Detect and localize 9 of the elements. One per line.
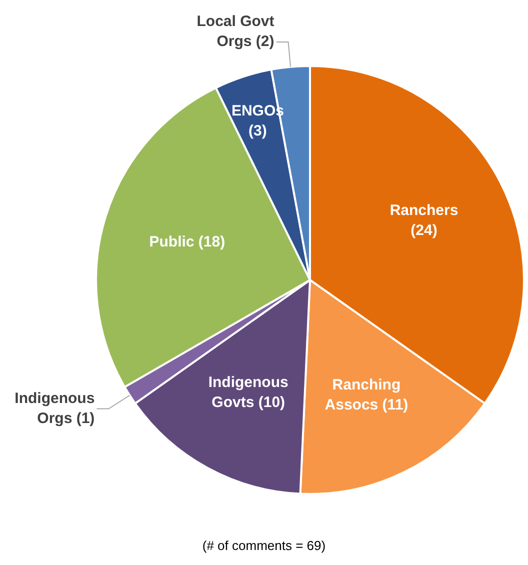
slice-label: Indigenous Orgs (1) bbox=[14, 390, 95, 427]
data-label: (3) bbox=[248, 122, 267, 140]
text: (# of comments = 69) bbox=[201, 538, 327, 553]
slice-label: Ranching Assocs (11) bbox=[324, 376, 408, 414]
slice-label: Public (18) bbox=[149, 234, 226, 251]
slice-label: Ranchers bbox=[390, 202, 458, 220]
slice-label: Local Govt Orgs (2) bbox=[196, 13, 274, 50]
slice-label: Indigenous Govts (10) bbox=[208, 374, 288, 411]
data-label: (24) bbox=[410, 222, 438, 240]
